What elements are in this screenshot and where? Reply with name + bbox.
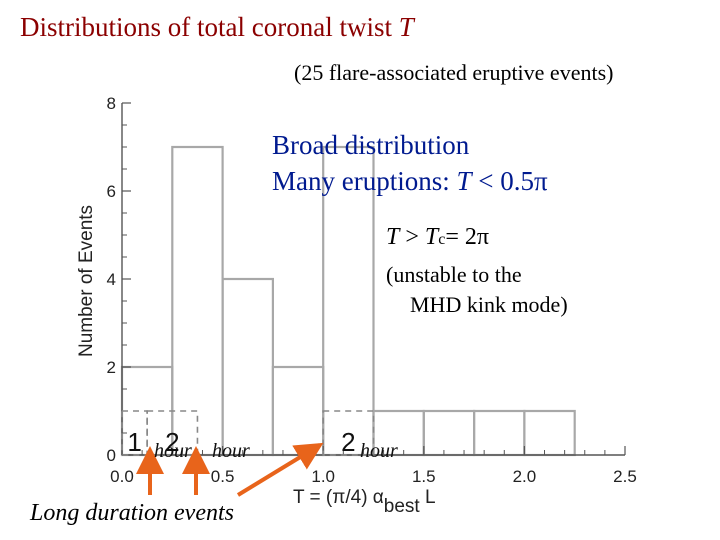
histogram-bar [523, 409, 576, 457]
histogram-bar [422, 409, 476, 457]
x-axis-label-subscript: best [384, 496, 421, 517]
annotation-unstable-2: MHD kink mode) [410, 292, 568, 317]
y-tick-label: 8 [107, 94, 116, 113]
x-tick-label: 1.0 [311, 467, 335, 486]
slide-title-var: T [398, 12, 414, 42]
highlight-bin-count: 2 [165, 427, 179, 457]
x-tick-label: 1.5 [412, 467, 436, 486]
highlight-bin-count: 1 [127, 427, 141, 457]
histogram-bar [473, 409, 526, 457]
slide-title-text: Distributions of total coronal twist [20, 12, 399, 42]
y-tick-label: 0 [107, 446, 116, 465]
slide-title: Distributions of total coronal twist T [20, 12, 414, 43]
annotation-crit-suffix: = 2π [445, 224, 490, 250]
annotation-broad-distribution: Broad distribution [272, 130, 470, 160]
annotation-many-suffix: < 0.5π [471, 166, 548, 196]
annotation-unstable-1: (unstable to the [386, 262, 522, 287]
x-axis-label: T = (π/4) αbest L [293, 487, 436, 517]
highlight-bin [322, 410, 375, 456]
annotation-crit-sub: c [438, 231, 446, 248]
y-tick-label: 6 [107, 182, 116, 201]
histogram-bar [271, 365, 325, 457]
x-tick-label: 0.0 [110, 467, 134, 486]
x-axis-label-main: T = (π/4) α [293, 487, 384, 508]
y-axis-label: Number of Events [76, 205, 97, 357]
x-tick-label: 2.0 [513, 467, 537, 486]
y-tick-label: 4 [107, 270, 116, 289]
annotation-crit-var2: T [424, 224, 439, 250]
annotation-crit-mid: > [399, 224, 425, 250]
annotation-many-var: T [456, 166, 472, 196]
slide-subtitle: (25 flare-associated eruptive events) [294, 60, 614, 85]
long-duration-arrow [236, 442, 324, 497]
annotation-many-eruptions: Many eruptions: T < 0.5π [272, 166, 548, 197]
highlight-bin-count: 2 [341, 427, 355, 457]
annotation-crit-var1: T [386, 224, 400, 250]
histogram-bar [221, 277, 275, 457]
x-tick-label: 2.5 [613, 467, 637, 486]
annotation-critical-twist: T > Tc= 2π [386, 224, 489, 251]
x-tick-label: 0.5 [211, 467, 235, 486]
histogram-bar [171, 145, 224, 457]
hour-label-3: hour [360, 440, 398, 462]
hour-label-1: hour [154, 440, 192, 462]
highlight-bin [146, 410, 199, 456]
annotation-many-prefix: Many eruptions: [272, 166, 457, 196]
hour-label-2: hour [212, 440, 250, 462]
y-tick-label: 2 [107, 358, 116, 377]
x-axis-label-suffix: L [420, 487, 436, 508]
long-duration-label: Long duration events [30, 500, 234, 526]
